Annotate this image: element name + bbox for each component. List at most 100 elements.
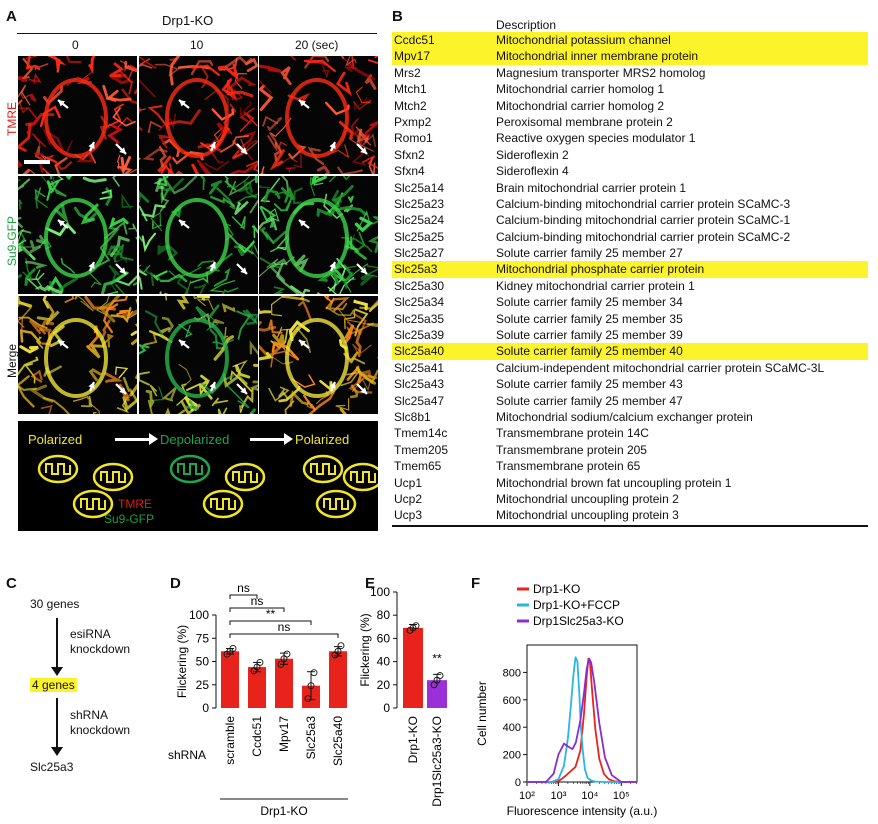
- mitochondria-strand: [221, 303, 236, 313]
- mitochondria-strand: [344, 56, 357, 67]
- mitochondria-strand: [25, 112, 55, 126]
- mitochondria-strand: [18, 84, 31, 106]
- mitochondria-strand: [274, 191, 293, 210]
- x-axis-label: Fluorescence intensity (a.u.): [507, 804, 658, 818]
- gene-name: Slc25a25: [394, 229, 445, 244]
- chart-f: 0 200 400 600 800 Cell number 10² 10³ 10⁴ 10⁵ Fluo…: [475, 582, 658, 818]
- mitochondria-strand: [290, 56, 296, 61]
- x-tick-label: 10⁴: [581, 790, 598, 802]
- gene-description: Transmembrane protein 14C: [496, 426, 649, 441]
- mitochondria-strand: [337, 166, 363, 174]
- mitochondrion-icon: [169, 454, 211, 484]
- mitochondria-strand: [54, 203, 70, 225]
- mitochondria-strand: [209, 280, 236, 293]
- mitochondria-strand: [325, 101, 350, 116]
- mitochondrion-icon: [342, 462, 378, 492]
- mitochondria-strand: [273, 286, 286, 294]
- row-label-su9-gfp: Su9-GFP: [5, 215, 19, 266]
- mitochondria-strand: [335, 398, 350, 411]
- mitochondria-strand: [102, 84, 132, 102]
- arrowhead-icon: [360, 147, 367, 154]
- panel-f-label: F: [471, 575, 481, 592]
- mitochondria-strand: [275, 262, 299, 294]
- mitochondria-strand: [22, 168, 31, 174]
- mitochondria-strand: [336, 306, 373, 326]
- x-tick-label: Slc25a3: [304, 716, 318, 760]
- mitochondria-strand: [232, 359, 248, 377]
- bar: [329, 651, 347, 708]
- perinuclear-ring: [285, 78, 349, 158]
- mitochondria-strand: [259, 344, 282, 359]
- mitochondria-strand: [159, 291, 169, 294]
- arrow-right-icon: [284, 433, 293, 445]
- mitochondria-strand: [271, 355, 294, 365]
- mitochondria-strand: [355, 126, 372, 146]
- mitochondria-strand: [112, 107, 136, 127]
- mitochondria-strand: [220, 135, 250, 153]
- mitochondria-strand: [40, 405, 53, 414]
- arrowhead-icon: [179, 220, 186, 227]
- table-row: Slc25a14 Brain mitochondrial carrier prot…: [392, 180, 868, 196]
- state-polarized-1: Polarized: [28, 432, 83, 447]
- table-row: Slc25a39 Solute carrier family 25 member …: [392, 327, 868, 343]
- gene-description: Mitochondrial sodium/calcium exchanger p…: [496, 409, 753, 424]
- arrowhead-icon: [119, 267, 126, 274]
- mitochondria-strand: [42, 168, 51, 174]
- micrograph-tmre-t2: [259, 56, 378, 174]
- x-tick-label: 10⁵: [613, 790, 630, 802]
- mitochondria-strand: [18, 384, 37, 391]
- mitochondria-strand: [226, 79, 254, 98]
- gene-description: Solute carrier family 25 member 47: [496, 393, 683, 408]
- mitochondria-strand: [259, 257, 283, 269]
- mitochondria-strand: [18, 76, 28, 83]
- mitochondria-strand: [80, 395, 93, 408]
- gene-name: Slc25a47: [394, 393, 445, 408]
- arrowhead-icon: [119, 147, 126, 154]
- mitochondria-strand: [110, 74, 131, 85]
- y-axis-label: Cell number: [475, 681, 489, 746]
- mitochondria-strand: [355, 86, 371, 104]
- mitochondria-strand: [224, 176, 229, 180]
- mitochondria-strand: [105, 291, 119, 294]
- table-row: Slc25a35 Solute carrier family 25 member …: [392, 311, 868, 327]
- arrow-right-icon: [115, 438, 151, 441]
- gene-name: Slc25a39: [394, 328, 445, 343]
- gene-description: Mitochondrial carrier homolog 1: [496, 82, 665, 97]
- mitochondrion-icon: [202, 489, 244, 519]
- mitochondria-strand: [19, 345, 39, 354]
- significance-bracket: [229, 594, 258, 599]
- mitochondrion-icon: [224, 462, 266, 492]
- mitochondria-strand: [34, 152, 44, 173]
- gene-description: Mitochondrial carrier homolog 2: [496, 98, 665, 113]
- mitochondria-strand: [176, 296, 190, 310]
- mitochondria-strand: [35, 269, 42, 290]
- y-tick-label: 0: [202, 701, 209, 715]
- gene-description: Solute carrier family 25 member 43: [496, 377, 683, 392]
- mitochondria-strand: [50, 180, 67, 198]
- mitochondria-strand: [42, 296, 50, 309]
- gene-description: Solute carrier family 25 member 39: [496, 328, 683, 343]
- mitochondria-strand: [109, 62, 125, 78]
- y-tick-label: 600: [503, 695, 521, 707]
- mitochondria-strand: [147, 120, 163, 133]
- legend-label: Drp1Slc25a3-KO: [533, 614, 624, 628]
- mitochondria-strand: [107, 124, 124, 144]
- significance-label: ns: [251, 594, 264, 608]
- mitochondria-strand: [266, 116, 283, 132]
- mitochondria-strand: [259, 79, 272, 94]
- mitochondria-strand: [139, 106, 142, 115]
- micrograph-gfp-t2: [259, 176, 378, 294]
- mitochondria-strand: [216, 187, 236, 210]
- gene-name: Pxmp2: [394, 114, 432, 129]
- perinuclear-ring: [44, 318, 108, 398]
- mitochondria-strand: [44, 154, 58, 164]
- mitochondria-strand: [110, 235, 130, 257]
- flow-start: 30 genes: [30, 597, 80, 611]
- mitochondria-strand: [289, 390, 309, 407]
- mitochondria-strand: [34, 187, 46, 201]
- gene-name: Slc25a41: [394, 360, 445, 375]
- mitochondria-strand: [24, 268, 36, 286]
- arrowhead-icon: [88, 262, 95, 269]
- mitochondria-strand: [122, 376, 137, 402]
- mitochondria-strand: [272, 333, 286, 352]
